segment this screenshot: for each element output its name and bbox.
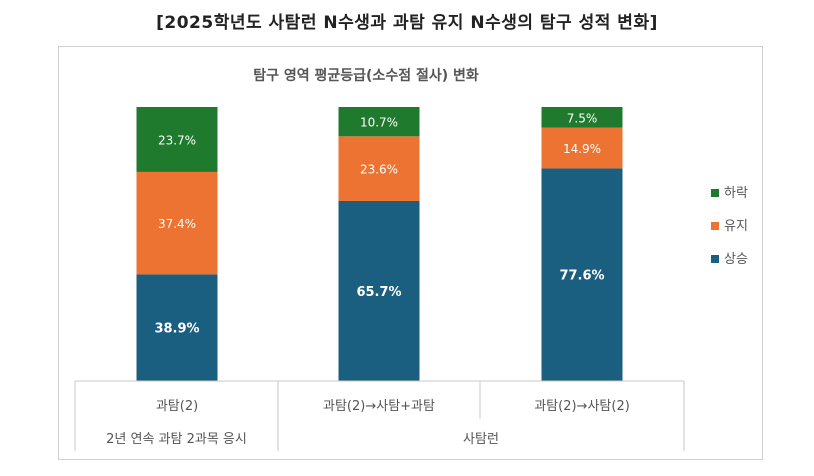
bar-segment <box>541 168 623 381</box>
category-tick-label: 과탐(2)→사탐(2) <box>534 399 630 414</box>
data-label: 23.6% <box>360 163 398 177</box>
chart-title: 탐구 영역 평균등급(소수점 절사) 변화 <box>253 67 479 84</box>
bar-segment <box>136 171 218 275</box>
bar-segment <box>541 127 623 169</box>
bar-segment <box>136 274 218 381</box>
data-label: 37.4% <box>158 217 196 231</box>
data-label: 65.7% <box>356 285 401 300</box>
legend-swatch <box>711 189 719 197</box>
legend-label: 유지 <box>724 219 748 234</box>
category-tick-label: 과탐(2) <box>156 399 198 414</box>
group-label: 2년 연속 과탐 2과목 응시 <box>106 432 247 447</box>
data-label: 7.5% <box>567 111 598 125</box>
bar-segment <box>541 107 623 128</box>
group-label: 사탐런 <box>463 432 499 447</box>
legend-swatch <box>711 222 719 230</box>
category-tick-label: 과탐(2)→사탐+과탐 <box>323 399 435 414</box>
bar-segment <box>136 107 218 172</box>
bar-segment <box>338 136 420 201</box>
stacked-bar-chart: 탐구 영역 평균등급(소수점 절사) 변화 38.9% 37.4% 23.7% 65.7… <box>74 67 748 451</box>
legend-label: 상승 <box>724 252 748 267</box>
bar-segment <box>338 107 420 137</box>
data-label: 77.6% <box>559 269 604 284</box>
data-label: 38.9% <box>154 322 199 337</box>
data-label: 14.9% <box>563 142 601 156</box>
chart-frame: 탐구 영역 평균등급(소수점 절사) 변화 38.9% 37.4% 23.7% 65.7… <box>58 46 763 460</box>
legend-label: 하락 <box>724 186 748 201</box>
data-label: 23.7% <box>158 133 196 147</box>
data-label: 10.7% <box>360 116 398 130</box>
bar-segment <box>338 200 420 381</box>
legend-swatch <box>711 255 719 263</box>
page-title: [2025학년도 사탐런 N수생과 과탐 유지 N수생의 탐구 성적 변화] <box>156 13 658 33</box>
